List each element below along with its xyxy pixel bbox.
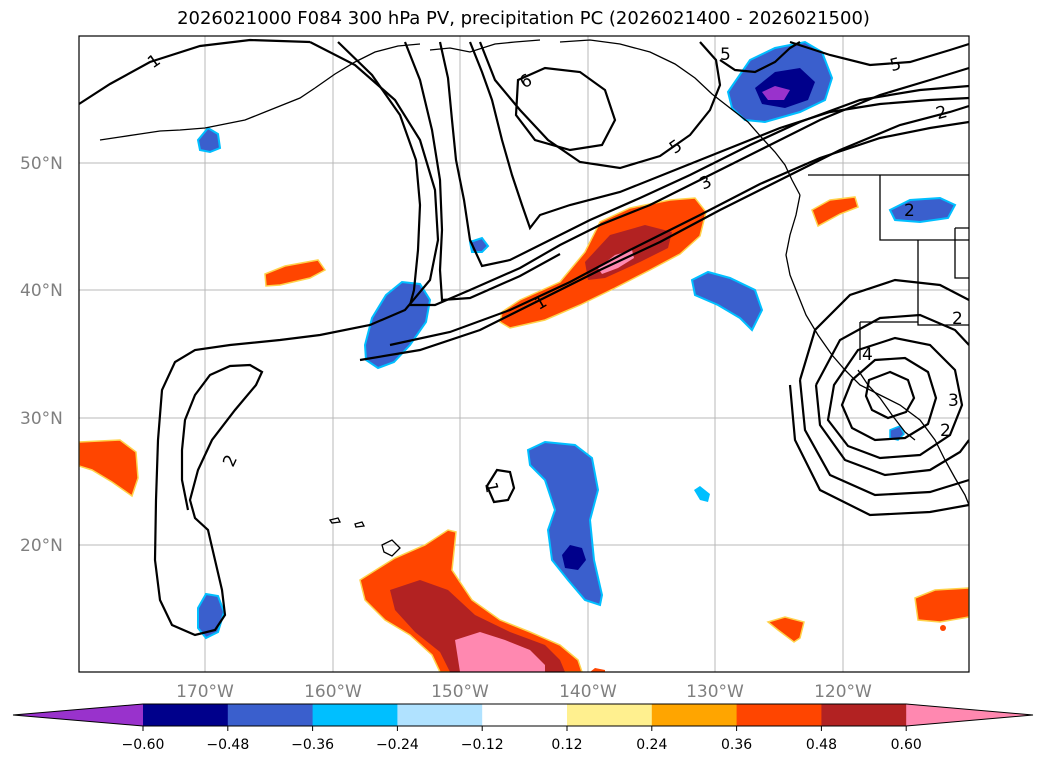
precip-positive-region — [79, 439, 139, 498]
lat-label-50n: 50°N — [20, 154, 63, 174]
colorbar-segment — [482, 704, 568, 726]
precip-negative-region — [889, 425, 905, 441]
colorbar-tick-label: −0.12 — [461, 737, 504, 753]
colorbar-tick-label: 0.60 — [891, 737, 922, 753]
lon-label-120w: 120°W — [814, 682, 872, 702]
precip-positive-region — [811, 196, 859, 228]
contour-label: 2 — [952, 309, 963, 329]
colorbar-tick-label: 0.24 — [636, 737, 667, 753]
contour-label: 5 — [888, 54, 904, 76]
lon-label-140w: 140°W — [559, 682, 617, 702]
lon-label-150w: 150°W — [431, 682, 489, 702]
precip-positive-region — [766, 616, 805, 643]
colorbar-tick-label: −0.60 — [122, 737, 165, 753]
colorbar-tick-label: −0.36 — [291, 737, 334, 753]
colorbar-tick-label: −0.48 — [206, 737, 249, 753]
precip-positive-region — [590, 668, 605, 672]
colorbar-tick-label: 0.12 — [551, 737, 582, 753]
precip-positive-peak — [455, 632, 545, 672]
colorbar-segment — [651, 704, 738, 726]
lat-label-30n: 30°N — [20, 409, 63, 429]
precip-negative-region — [526, 440, 604, 607]
precip-negative-region — [690, 270, 764, 332]
precip-positive-region — [914, 587, 969, 623]
colorbar-segment — [312, 704, 398, 726]
lat-label-40n: 40°N — [20, 281, 63, 301]
colorbar-segment — [821, 704, 907, 726]
colorbar: −0.60 −0.48 −0.36 −0.24 −0.12 0.12 0.24 0.36 0.4… — [12, 703, 1034, 753]
colorbar-segment — [143, 704, 229, 726]
colorbar-segment — [227, 704, 314, 726]
colorbar-segment — [397, 704, 483, 726]
colorbar-extend-max — [906, 704, 1033, 726]
colorbar-tick-label: −0.24 — [376, 737, 419, 753]
map-area — [79, 36, 969, 672]
colorbar-segment — [567, 704, 653, 726]
map-title: 2026021000 F084 300 hPa PV, precipitatio… — [177, 8, 870, 29]
precip-negative-region — [694, 486, 710, 502]
lat-label-20n: 20°N — [20, 536, 63, 556]
contour-label: 2 — [904, 201, 915, 221]
contour-label: 3 — [948, 391, 959, 411]
precip-negative-region — [363, 280, 432, 370]
contour-label: 1 — [480, 481, 502, 495]
contour-label: 2 — [934, 102, 950, 124]
colorbar-tick-label: 0.48 — [806, 737, 837, 753]
pv-contours — [79, 38, 969, 637]
precip-negative-region — [888, 196, 957, 224]
contour-label: 5 — [720, 45, 731, 65]
colorbar-segment — [736, 704, 822, 726]
map-frame — [78, 35, 970, 673]
lon-label-160w: 160°W — [304, 682, 362, 702]
lon-label-130w: 130°W — [686, 682, 744, 702]
latitude-labels: 50°N 40°N 30°N 20°N — [20, 154, 63, 556]
lon-label-170w: 170°W — [176, 682, 234, 702]
colorbar-extend-min — [13, 704, 143, 726]
precip-positive-region — [264, 259, 327, 287]
longitude-labels: 170°W 160°W 150°W 140°W 130°W 120°W — [176, 682, 872, 702]
precip-negative-peak — [762, 86, 790, 100]
precip-negative-core — [562, 545, 586, 570]
contour-label: 2 — [940, 421, 951, 441]
colorbar-tick-label: 0.36 — [721, 737, 752, 753]
precip-positive-region — [359, 529, 583, 672]
contour-label: 4 — [862, 345, 873, 365]
